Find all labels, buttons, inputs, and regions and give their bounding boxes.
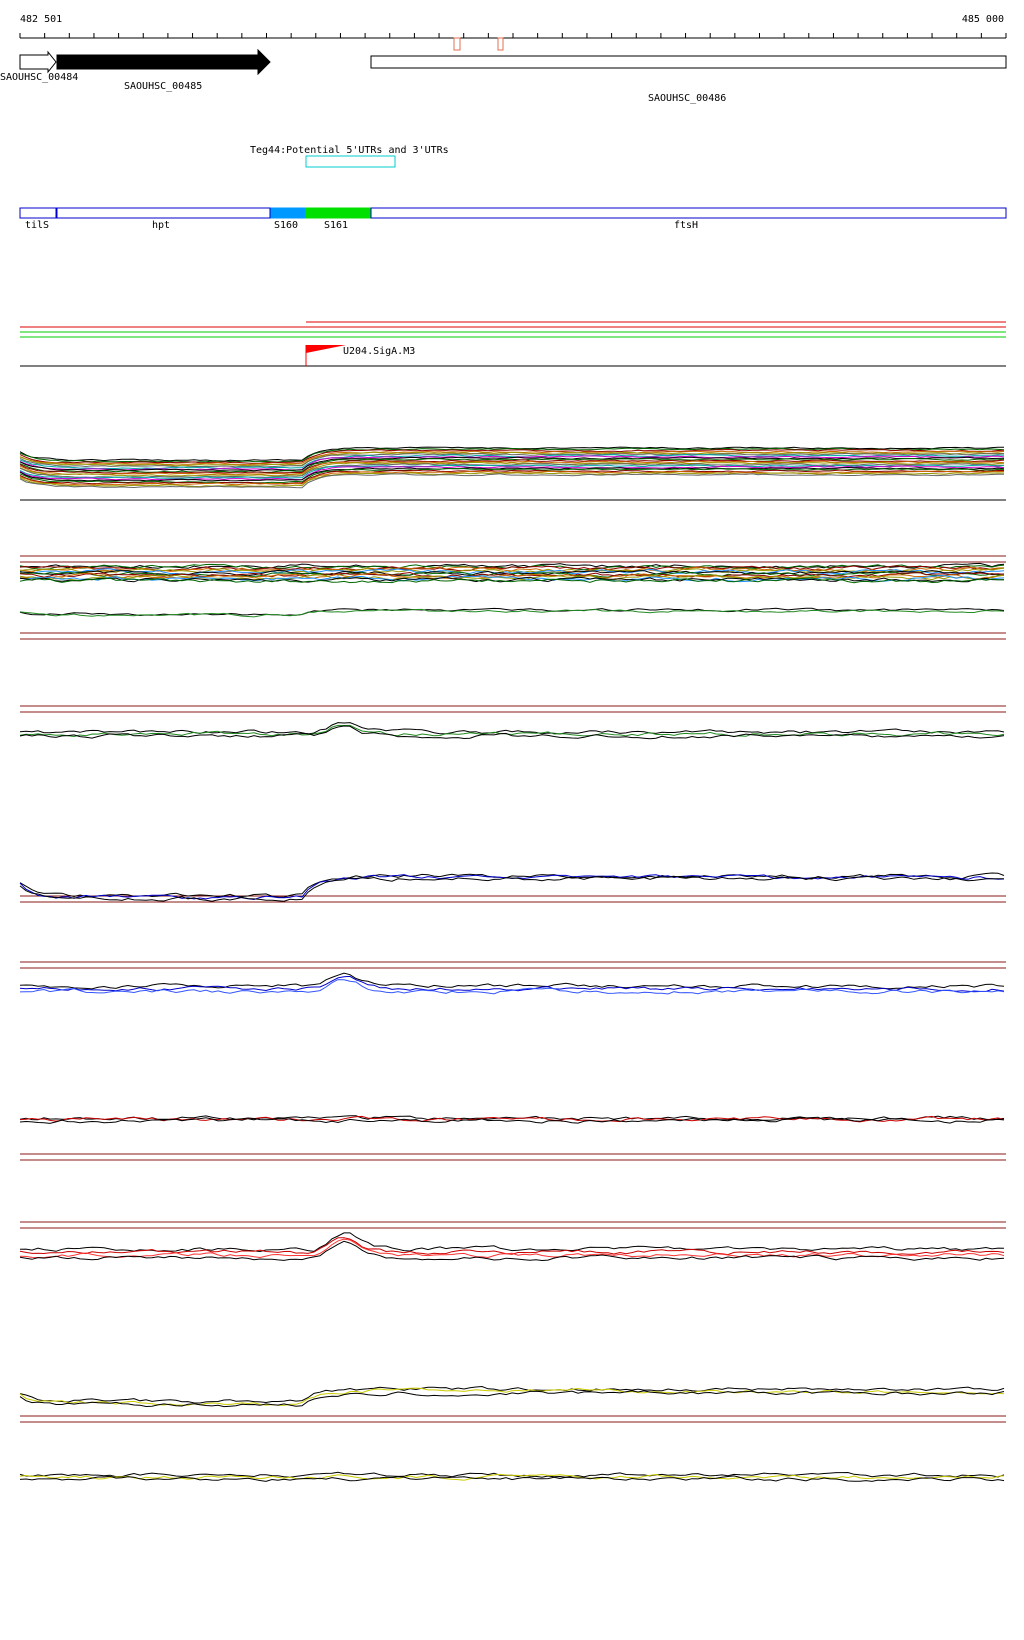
- gene-label-SAOUHSC_00486: SAOUHSC_00486: [648, 93, 726, 104]
- expression-line: [19, 1387, 1005, 1406]
- feature-block-hpt[interactable]: [56, 207, 271, 219]
- expression-line: [19, 1237, 1005, 1256]
- expression-line: [19, 466, 1005, 482]
- ruler-start-label: 482 501: [20, 14, 62, 25]
- feature-label-S160: S160: [274, 220, 298, 231]
- expression-track-4: [19, 872, 1006, 903]
- expression-track-9: [19, 1471, 1005, 1482]
- expression-tracks: [19, 446, 1006, 1482]
- expression-line: [19, 567, 1005, 574]
- expression-line: [19, 456, 1005, 472]
- expression-line: [19, 577, 1005, 584]
- expression-line: [19, 463, 1005, 479]
- expression-track-6: [19, 1115, 1006, 1161]
- expression-track-2: [19, 555, 1006, 640]
- expression-line: [19, 469, 1004, 485]
- expression-line: [19, 459, 1005, 474]
- expression-track-1: [19, 446, 1006, 501]
- utr-annotation-label: Teg44:Potential 5'UTRs and 3'UTRs: [250, 145, 449, 156]
- expression-line: [19, 607, 1005, 617]
- expression-line: [19, 725, 1005, 740]
- expression-track-7: [19, 1221, 1006, 1262]
- gene-arrow-SAOUHSC_00484[interactable]: [19, 50, 57, 74]
- expression-line: [19, 562, 1005, 570]
- expression-line: [19, 875, 1005, 902]
- expression-line: [19, 473, 1004, 489]
- expression-line: [19, 457, 1005, 473]
- expression-line: [19, 1473, 1005, 1481]
- expression-line: [19, 1390, 1005, 1408]
- transcript-track: U204.SigA.M3: [20, 321, 1006, 367]
- feature-block-ftsH[interactable]: [370, 207, 1007, 219]
- expression-line: [19, 448, 1005, 464]
- gene-track: SAOUHSC_00484 SAOUHSC_00485 SAOUHSC_0048…: [0, 48, 1007, 104]
- gene-label-SAOUHSC_00484: SAOUHSC_00484: [0, 72, 78, 83]
- promoter-flag[interactable]: [306, 345, 346, 353]
- gene-arrow-SAOUHSC_00485[interactable]: [56, 48, 271, 76]
- expression-line: [19, 472, 1005, 488]
- expression-line: [19, 979, 1005, 995]
- gene-label-SAOUHSC_00485: SAOUHSC_00485: [124, 81, 202, 92]
- gene-box-SAOUHSC_00486[interactable]: [370, 55, 1007, 69]
- expression-line: [19, 470, 1004, 486]
- expression-line: [19, 1475, 1005, 1482]
- expression-line: [19, 724, 1005, 738]
- expression-line: [19, 1238, 1005, 1259]
- feature-block-tilS[interactable]: [19, 207, 57, 219]
- utr-annotation-track: Teg44:Potential 5'UTRs and 3'UTRs: [250, 145, 449, 168]
- expression-track-8: [19, 1385, 1006, 1423]
- expression-line: [19, 1240, 1005, 1262]
- expression-line: [19, 451, 1005, 467]
- feature-label-ftsH: ftsH: [674, 220, 698, 231]
- ruler-ticks: [19, 33, 1007, 38]
- expression-line: [19, 1115, 1005, 1122]
- feature-label-S161: S161: [324, 220, 348, 231]
- ruler-end-label: 485 000: [962, 14, 1004, 25]
- feature-block-S160[interactable]: [270, 207, 307, 219]
- expression-track-3: [19, 705, 1006, 740]
- expression-line: [19, 1116, 1005, 1124]
- expression-line: [19, 722, 1005, 735]
- feature-label-tilS: tilS: [25, 220, 49, 231]
- ruler-marker: [497, 37, 504, 51]
- feature-label-hpt: hpt: [152, 220, 170, 231]
- expression-line: [19, 571, 1005, 578]
- expression-line: [19, 608, 1005, 618]
- expression-line: [19, 574, 1005, 582]
- promoter-label: U204.SigA.M3: [343, 346, 415, 357]
- expression-line: [19, 1115, 1005, 1123]
- expression-line: [19, 872, 1005, 898]
- ruler-marker: [453, 37, 461, 51]
- expression-line: [19, 454, 1005, 470]
- expression-line: [19, 575, 1005, 583]
- expression-line: [19, 1232, 1005, 1253]
- feature-block-track: tilS hpt S160 S161 ftsH: [19, 207, 1007, 231]
- coordinate-ruler: 482 501 485 000: [19, 14, 1007, 51]
- feature-block-S161[interactable]: [305, 207, 372, 219]
- expression-track-5: [19, 961, 1006, 995]
- expression-line: [19, 972, 1005, 990]
- expression-line: [19, 461, 1005, 477]
- expression-line: [19, 1385, 1005, 1404]
- expression-line: [19, 464, 1005, 479]
- utr-annotation-box[interactable]: [305, 155, 396, 168]
- expression-line: [19, 447, 1005, 463]
